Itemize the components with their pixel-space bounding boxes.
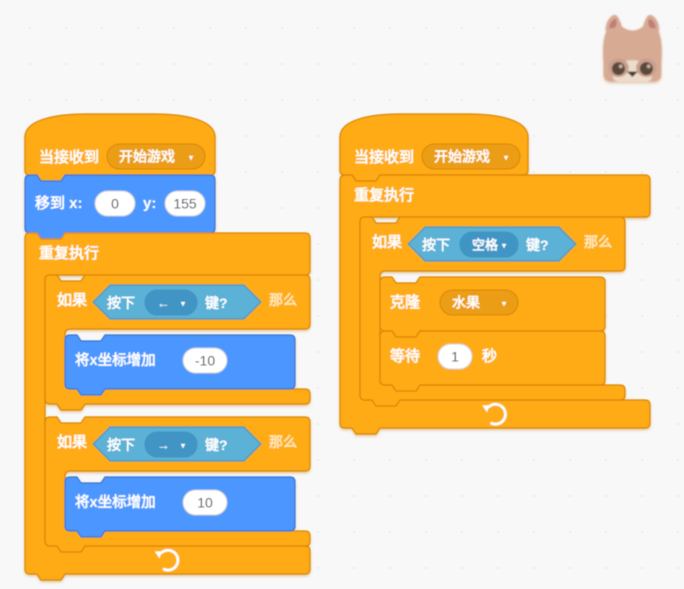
svg-text:如果: 如果: [372, 233, 403, 251]
svg-text:按下: 按下: [107, 295, 135, 311]
svg-text:10: 10: [197, 495, 213, 511]
svg-text:键?: 键?: [204, 295, 228, 311]
svg-text:-10: -10: [195, 353, 215, 369]
svg-text:键?: 键?: [204, 437, 228, 453]
svg-text:重复执行: 重复执行: [39, 244, 99, 262]
svg-text:克隆: 克隆: [390, 293, 421, 311]
svg-text:重复执行: 重复执行: [354, 186, 414, 204]
svg-text:▾: ▾: [189, 153, 194, 163]
svg-text:键?: 键?: [525, 237, 549, 253]
svg-text:▾: ▾: [502, 299, 507, 309]
svg-text:0: 0: [111, 196, 119, 212]
svg-text:1: 1: [451, 349, 459, 365]
svg-text:那么: 那么: [584, 234, 612, 250]
svg-text:当接收到: 当接收到: [354, 148, 414, 166]
svg-text:等待: 等待: [390, 347, 420, 365]
svg-text:空格: 空格: [472, 238, 499, 253]
svg-text:如果: 如果: [57, 433, 88, 451]
svg-text:水果: 水果: [452, 295, 481, 311]
svg-text:开始游戏: 开始游戏: [119, 149, 175, 165]
svg-text:如果: 如果: [57, 291, 88, 309]
svg-text:开始游戏: 开始游戏: [434, 149, 490, 165]
svg-text:秒: 秒: [482, 347, 497, 365]
svg-text:▾: ▾: [181, 441, 186, 451]
svg-text:那么: 那么: [269, 292, 297, 308]
svg-text:当接收到: 当接收到: [39, 148, 99, 166]
svg-text:按下: 按下: [422, 237, 450, 253]
svg-text:▾: ▾: [502, 241, 507, 251]
svg-text:←: ←: [157, 296, 170, 311]
svg-text:▾: ▾: [181, 299, 186, 309]
svg-text:155: 155: [173, 196, 197, 212]
svg-text:y:: y:: [143, 195, 156, 212]
svg-text:按下: 按下: [107, 437, 135, 453]
svg-text:▾: ▾: [504, 153, 509, 163]
svg-text:将x坐标增加: 将x坐标增加: [75, 493, 156, 511]
svg-text:移到 x:: 移到 x:: [35, 194, 83, 212]
svg-text:那么: 那么: [269, 434, 297, 450]
svg-text:→: →: [157, 438, 170, 453]
svg-text:将x坐标增加: 将x坐标增加: [75, 351, 156, 369]
